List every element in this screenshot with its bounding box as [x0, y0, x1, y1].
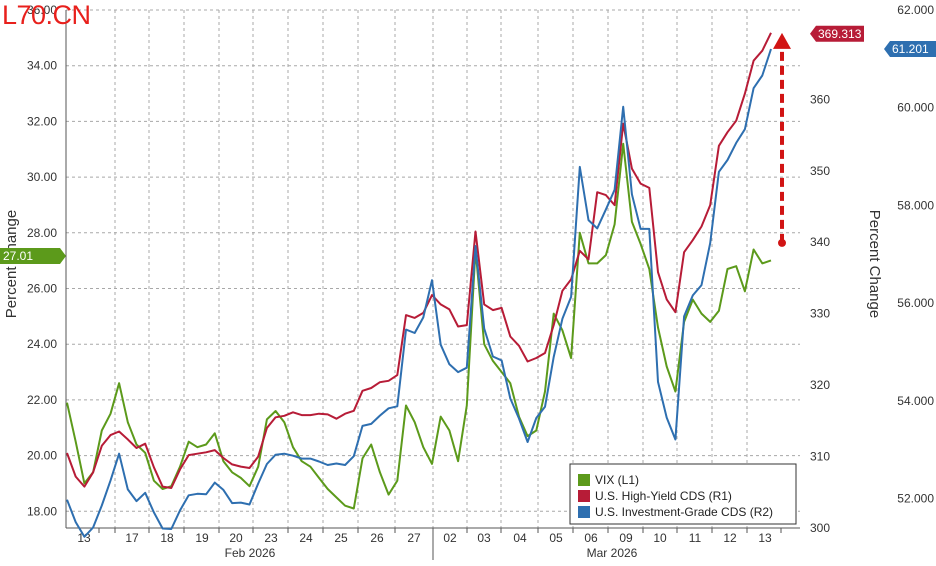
right-tick-label: 360 — [810, 92, 830, 106]
right-tick-label: 350 — [810, 164, 830, 178]
x-tick-label: 06 — [584, 531, 598, 545]
left-tick-label: 22.00 — [27, 393, 57, 407]
x-tick-label: 18 — [160, 531, 174, 545]
high-yield-last-badge: 369.313 — [818, 27, 862, 41]
x-tick-label: 17 — [125, 531, 139, 545]
legend-entry-investment-grade-cds: U.S. Investment-Grade CDS (R2) — [595, 505, 773, 519]
x-tick-label: 13 — [758, 531, 772, 545]
left-tick-label: 20.00 — [27, 449, 57, 463]
legend-box — [569, 463, 797, 525]
x-tick-label: 27 — [407, 531, 421, 545]
x-tick-label: 11 — [689, 531, 702, 545]
x-tick-label: 05 — [549, 531, 563, 545]
vix-last-badge-shape — [0, 248, 66, 264]
x-tick-label: 09 — [619, 531, 633, 545]
investment-grade-cds-series-line — [66, 48, 772, 538]
left-tick-label: 30.00 — [27, 170, 57, 184]
arrow-head — [773, 32, 791, 49]
right-tick-label: 300 — [810, 521, 830, 535]
legend-entry-investment-grade-cds-swatch — [578, 506, 590, 518]
right-tick-label: 340 — [810, 235, 830, 249]
left-tick-label: 24.00 — [27, 337, 57, 351]
x-tick-label: 20 — [229, 531, 243, 545]
left-tick-label: 18.00 — [27, 504, 57, 518]
right2-tick-label: 52.000 — [897, 492, 934, 506]
right2-tick-label: 56.000 — [897, 296, 934, 310]
legend-entry-high-yield-cds-swatch — [578, 490, 590, 502]
investment-grade-last-badge-shape — [884, 41, 936, 58]
x-tick-label: 03 — [477, 531, 491, 545]
x-tick-label: 04 — [513, 531, 527, 545]
right2-tick-label: 60.000 — [897, 101, 934, 115]
x-tick-label: 10 — [653, 531, 667, 545]
left-tick-label: 34.00 — [27, 59, 57, 73]
x-tick-label: 25 — [334, 531, 348, 545]
investment-grade-last-badge: 61.201 — [892, 42, 929, 56]
legend-entry-vix-swatch — [578, 474, 590, 486]
x-tick-label: 24 — [299, 531, 313, 545]
month-label: Feb 2026 — [225, 546, 276, 560]
x-tick-label: 26 — [370, 531, 384, 545]
right-tick-label: 330 — [810, 307, 830, 321]
watermark: L70.CN — [2, 0, 91, 30]
right-tick-label: 310 — [810, 450, 830, 464]
left-tick-label: 32.00 — [27, 114, 57, 128]
x-tick-label: 19 — [195, 531, 209, 545]
grid-layer — [66, 9, 800, 528]
x-tick-label: 23 — [264, 531, 278, 545]
right2-tick-label: 54.000 — [897, 394, 934, 408]
right-axis-title: Percent Change — [866, 210, 883, 318]
legend-layer: VIX (L1) U.S. High-Yield CDS (R1) U.S. Inv… — [569, 463, 797, 525]
legend-entry-vix: VIX (L1) — [595, 473, 639, 487]
series-layer — [66, 32, 772, 538]
arrow-origin-dot — [778, 238, 786, 247]
x-tick-label: 02 — [443, 531, 457, 545]
x-tick-label: 12 — [723, 531, 737, 545]
right-tick-label: 320 — [810, 378, 830, 392]
axis-layer: 18.00 20.00 22.00 24.00 26.00 28.00 30.00 32.00… — [3, 3, 934, 560]
left-tick-label: 26.00 — [27, 281, 57, 295]
arrow-layer — [773, 32, 791, 247]
high-yield-cds-series-line — [66, 32, 772, 489]
right2-tick-label: 58.000 — [897, 198, 934, 212]
right2-tick-label: 62.000 — [897, 3, 934, 17]
month-label: Mar 2026 — [587, 546, 638, 560]
high-yield-last-badge-shape — [810, 25, 864, 42]
left-tick-label: 36.00 — [27, 3, 57, 17]
left-tick-label: 28.00 — [27, 226, 57, 240]
legend-entry-high-yield-cds: U.S. High-Yield CDS (R1) — [595, 489, 732, 503]
vix-last-badge: 27.01 — [3, 249, 33, 263]
badge-layer: 27.01 369.313 61.201 — [0, 25, 936, 264]
